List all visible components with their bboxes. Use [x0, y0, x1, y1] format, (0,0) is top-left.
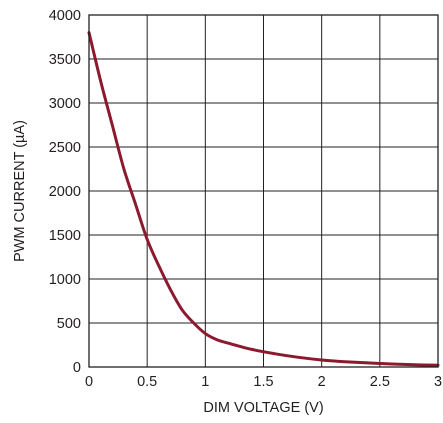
- plot-frame: [88, 14, 439, 368]
- y-tick-label: 1500: [49, 228, 81, 244]
- x-tick-label: 0: [85, 374, 93, 390]
- y-axis-title: PWM CURRENT (µA): [12, 120, 28, 262]
- y-tick-label: 2500: [49, 140, 81, 156]
- y-tick-label: 3000: [49, 96, 81, 112]
- y-tick-label: 500: [57, 316, 81, 332]
- x-tick-label: 0.5: [137, 374, 157, 390]
- x-tick-label: 2: [318, 374, 326, 390]
- gridlines: [89, 15, 438, 367]
- y-tick-label: 0: [73, 360, 81, 376]
- y-tick-label: 2000: [49, 184, 81, 200]
- x-tick-label: 3: [434, 374, 442, 390]
- series-layer: [87, 31, 440, 367]
- y-tick-label: 1000: [49, 272, 81, 288]
- x-tick-label: 1: [201, 374, 209, 390]
- x-tick-label: 2.5: [370, 374, 390, 390]
- x-tick-label: 1.5: [253, 374, 273, 390]
- series-line: [87, 31, 440, 367]
- tick-labels: 0 0.5 1 1.5 2 2.5 3 0 500 1000 1500 2000 2500 3000 350…: [49, 8, 442, 390]
- y-tick-label: 3500: [49, 52, 81, 68]
- y-tick-label: 4000: [49, 8, 81, 24]
- x-axis-title: DIM VOLTAGE (V): [203, 400, 323, 416]
